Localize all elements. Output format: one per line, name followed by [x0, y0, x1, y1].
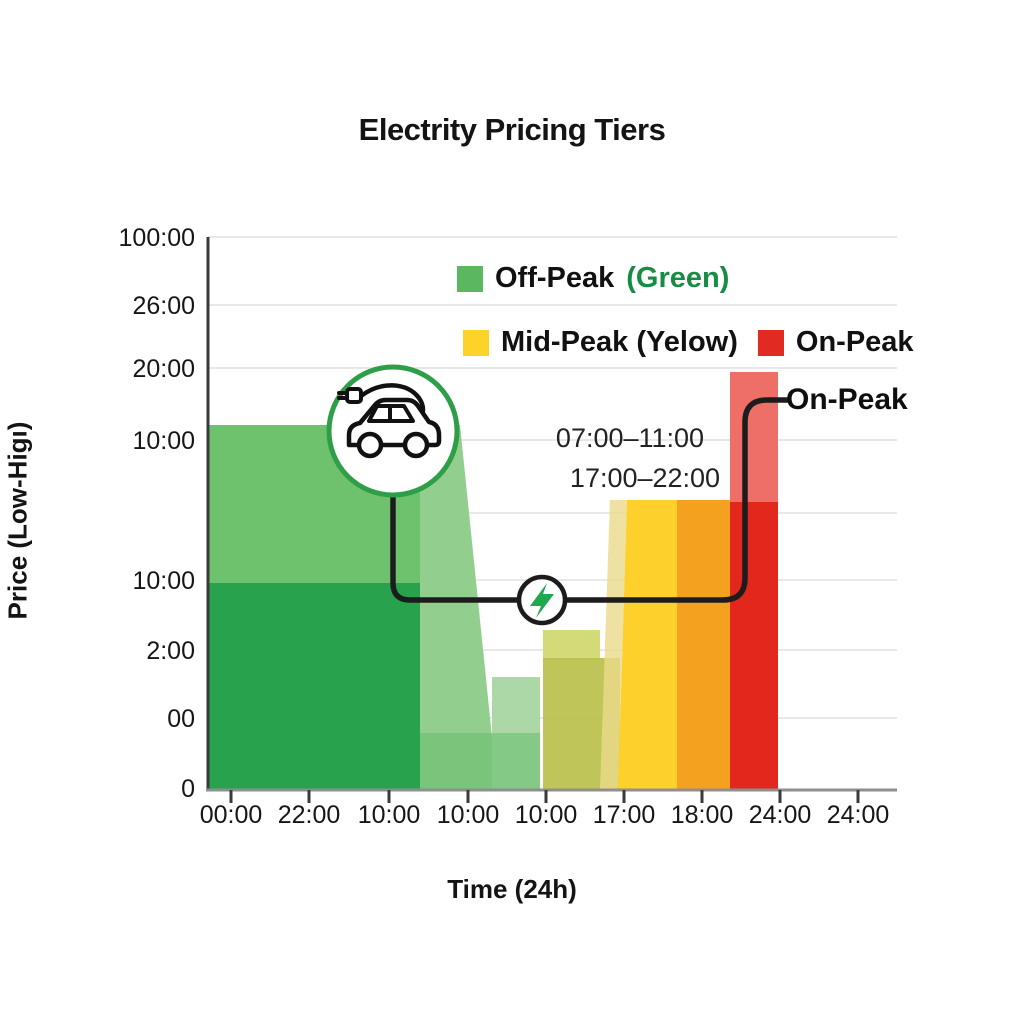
y-axis-title: Price (Low-Higı) — [2, 421, 33, 620]
x-tick-label: 10:00 — [436, 801, 500, 829]
legend-off-peak-label: Off-Peak — [495, 262, 615, 294]
chart-title: Electrity Pricing Tiers — [358, 112, 666, 147]
legend-off-peak-qualifier: (Green) — [626, 262, 730, 294]
x-tick-label: 22:00 — [277, 801, 341, 829]
legend-row-mid-on-peak: Mid-Peak (Yelow) On-Peak — [463, 326, 914, 359]
mid-peak-area — [543, 500, 730, 790]
x-tick-label: 10:00 — [357, 801, 421, 829]
off-peak-swatch-icon — [457, 265, 483, 292]
peak-window-annotation-1: 07:00–11:00 — [555, 423, 705, 453]
axes — [206, 237, 897, 803]
y-tick-label: 10:00 — [132, 567, 195, 595]
x-tick-label: 24:00 — [748, 801, 812, 829]
x-tick-label: 00:00 — [199, 801, 263, 829]
y-tick-label: 100:00 — [118, 224, 195, 252]
legend-on-peak-label: On-Peak — [795, 326, 914, 358]
off-peak-area — [208, 425, 540, 790]
y-tick-label: 2:00 — [146, 637, 195, 665]
legend-row-off-peak: Off-Peak (Green) — [457, 262, 729, 295]
on-peak-area — [730, 372, 778, 790]
y-tick-label: 10:00 — [132, 427, 195, 455]
y-tick-label: 20:00 — [132, 355, 195, 383]
legend-mid-peak-label: Mid-Peak (Yelow) — [501, 326, 738, 358]
on-peak-callout-label: On-Peak — [786, 383, 908, 416]
x-tick-marks — [229, 790, 860, 803]
mid-peak-swatch-icon — [463, 329, 489, 356]
y-tick-label: 0 — [181, 775, 195, 803]
x-tick-label: 18:00 — [670, 801, 734, 829]
peak-window-annotation-2: 17:00–22:00 — [569, 463, 721, 493]
on-peak-swatch-icon — [757, 329, 784, 356]
x-tick-label: 17:00 — [592, 801, 656, 829]
callout-connector-line — [390, 397, 790, 603]
lightning-bolt-icon — [516, 574, 568, 626]
x-axis-title: Time (24h) — [447, 874, 577, 904]
y-tick-label: 00 — [167, 705, 195, 733]
y-tick-label: 26:00 — [132, 292, 195, 320]
x-tick-label: 10:00 — [514, 801, 578, 829]
ev-car-charging-icon — [326, 364, 460, 498]
x-tick-label: 24:00 — [826, 801, 890, 829]
